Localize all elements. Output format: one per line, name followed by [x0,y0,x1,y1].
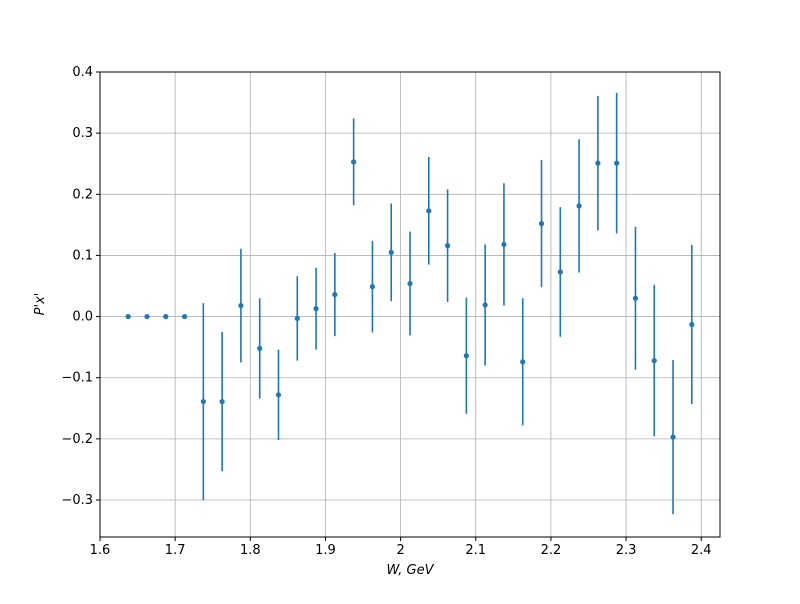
data-point [576,203,582,209]
data-point [670,434,676,440]
axes-frame [99,71,721,538]
y-tick-label: 0.1 [72,248,93,263]
data-point [426,208,432,214]
x-tick-label: 2.4 [691,543,712,558]
data-point [257,345,263,351]
x-tick-label: 1.6 [90,543,111,558]
x-axis-label: W, GeV [386,563,434,578]
y-tick-label: 0.4 [72,65,93,80]
data-point [501,241,507,248]
y-tick-label: 0.2 [72,187,93,202]
x-tick-label: 1.9 [315,543,336,558]
data-point [200,398,206,405]
data-point [444,243,451,249]
data-point [463,353,469,359]
x-tick-label: 2.2 [541,543,562,558]
data-point [125,313,131,320]
x-tick-label: 2.1 [465,543,486,558]
data-point [538,221,545,227]
x-tick-label: 1.8 [240,543,261,558]
data-point [144,313,150,320]
data-point [520,359,526,365]
y-tick-label: 0.3 [72,126,93,141]
data-point [689,321,695,328]
data-point [238,302,244,309]
y-tick-label: −0.3 [61,493,93,508]
data-point [294,315,300,322]
data-point [163,313,169,320]
data-point [219,398,225,405]
data-point [275,392,282,398]
y-tick-label: −0.2 [61,432,93,447]
data-point [407,280,413,287]
data-point [369,284,376,290]
data-point [614,160,620,166]
data-point [332,291,338,298]
x-tick-label: 1.7 [165,543,186,558]
x-tick-label: 2.3 [616,543,637,558]
data-point [313,306,319,312]
data-point [388,249,394,255]
x-tick-label: 2 [396,543,404,558]
data-point [651,357,657,364]
data-point [632,295,639,301]
y-tick-label: −0.1 [61,371,93,386]
data-point [595,160,601,166]
data-point [557,269,563,275]
y-tick-label: 0.0 [72,310,93,325]
y-axis-label: P'x' [33,293,48,316]
data-point [181,313,188,320]
data-point [351,159,357,165]
data-point [482,302,488,308]
